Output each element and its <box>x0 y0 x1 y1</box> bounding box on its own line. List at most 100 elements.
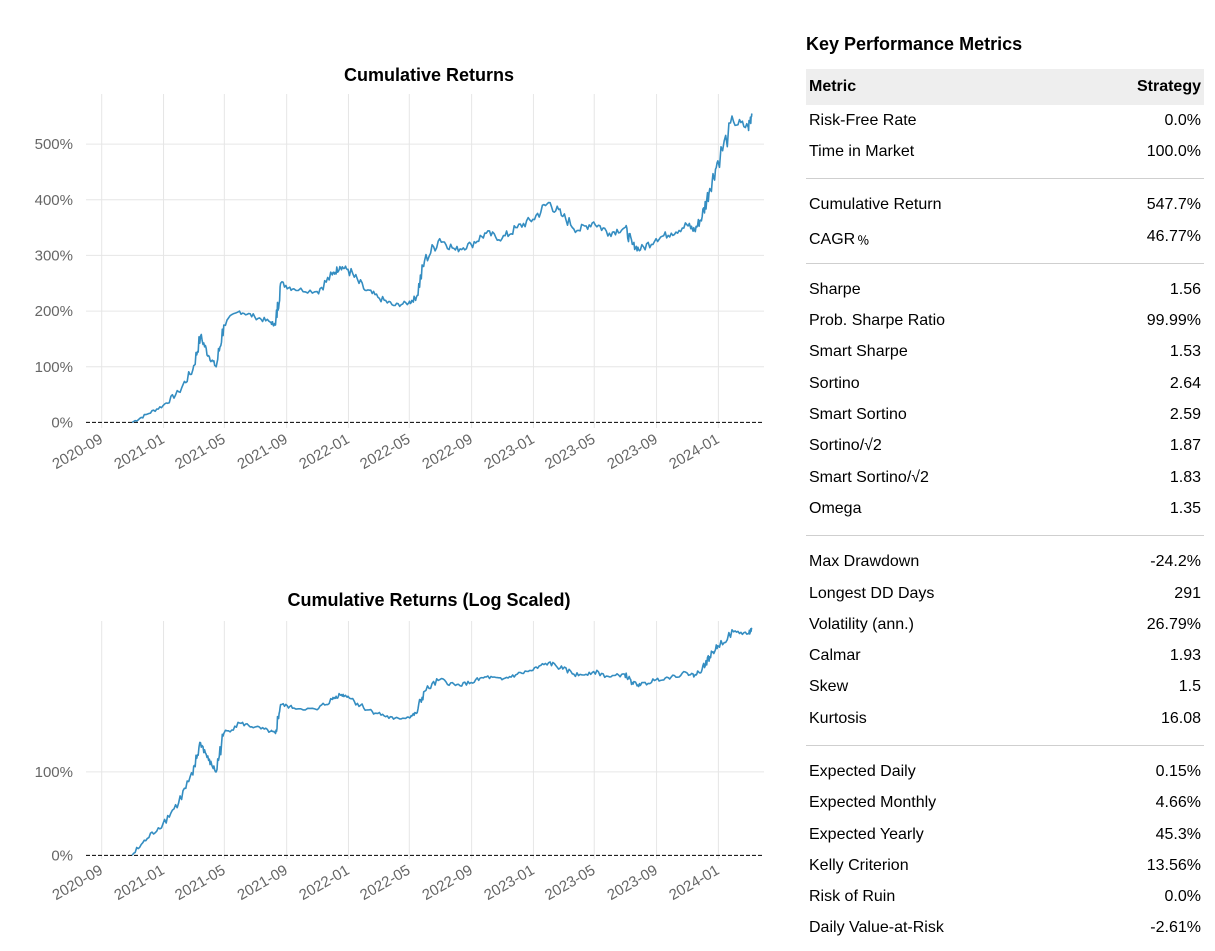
strategy-column-header: Strategy <box>1072 69 1204 105</box>
metric-name: Longest DD Days <box>809 584 935 602</box>
metric-name: Volatility (ann.) <box>809 615 914 633</box>
metric-row: Cumulative Return 547.7% <box>806 190 1204 221</box>
x-tick-label: 2021-01 <box>111 431 167 473</box>
x-tick-label: 2023-09 <box>604 862 660 904</box>
x-tick-label: 2023-05 <box>542 862 598 904</box>
x-tick-label: 2024-01 <box>666 431 722 473</box>
metric-row: Sortino 2.64 <box>806 368 1204 399</box>
metric-row: Kelly Criterion 13.56% <box>806 850 1204 881</box>
x-tick-label: 2022-01 <box>296 862 352 904</box>
metric-row: Kurtosis 16.08 <box>806 703 1204 734</box>
metric-name: Kelly Criterion <box>809 856 909 874</box>
returns-series-line <box>131 113 753 424</box>
metric-row: Expected Daily 0.15% <box>806 756 1204 787</box>
chart-title: Cumulative Returns (Log Scaled) <box>287 590 570 610</box>
chart-title: Cumulative Returns <box>344 65 514 85</box>
metric-value: 2.59 <box>1169 406 1201 424</box>
metric-name: Expected Yearly <box>809 825 924 843</box>
y-tick-label: 0% <box>51 847 73 864</box>
x-tick-label: 2022-01 <box>296 431 352 473</box>
metric-row: Max Drawdown -24.2% <box>806 547 1204 578</box>
metric-row: Smart Sortino 2.59 <box>806 399 1204 430</box>
metric-name: Sharpe <box>809 280 861 298</box>
metric-value: 0.15% <box>1155 762 1201 780</box>
metric-row: Expected Monthly 4.66% <box>806 788 1204 819</box>
metric-row: CAGR﹪ 46.77% <box>806 221 1204 252</box>
metric-name: Daily Value-at-Risk <box>809 919 944 937</box>
metric-name: Smart Sortino <box>809 406 907 424</box>
metric-name: Smart Sharpe <box>809 343 908 361</box>
metric-value: 45.3% <box>1155 825 1201 843</box>
metric-name: Kurtosis <box>809 709 867 727</box>
metric-row: Longest DD Days 291 <box>806 578 1204 609</box>
metric-row: Prob. Sharpe Ratio 99.99% <box>806 305 1204 336</box>
x-tick-label: 2020-09 <box>50 431 106 473</box>
metric-value: 2.64 <box>1169 374 1201 392</box>
y-tick-label: 400% <box>35 192 73 209</box>
metric-row: Risk-Free Rate 0.0% <box>806 105 1204 136</box>
metric-row: Sortino/√2 1.87 <box>806 431 1204 462</box>
x-tick-label: 2020-09 <box>50 862 106 904</box>
metric-row: Calmar 1.93 <box>806 640 1204 671</box>
metric-value: 1.83 <box>1169 468 1201 486</box>
metrics-panel: Key Performance Metrics Metric Strategy … <box>806 34 1204 944</box>
y-tick-label: 100% <box>35 764 73 781</box>
x-tick-label: 2023-05 <box>542 431 598 473</box>
x-tick-label: 2023-01 <box>481 862 537 904</box>
metric-value: 1.93 <box>1169 647 1201 665</box>
metric-value: 4.66% <box>1155 794 1201 812</box>
metric-name: Smart Sortino/√2 <box>809 468 929 486</box>
x-tick-label: 2022-09 <box>419 862 475 904</box>
metric-row: Volatility (ann.) 26.79% <box>806 609 1204 640</box>
metric-value: 1.5 <box>1178 678 1201 696</box>
metric-name: Sortino <box>809 374 860 392</box>
x-tick-label: 2021-09 <box>234 431 290 473</box>
x-tick-label: 2021-05 <box>172 862 228 904</box>
metric-value: 0.0% <box>1164 111 1201 129</box>
metric-name: Risk of Ruin <box>809 888 896 906</box>
metric-row: Skew 1.5 <box>806 672 1204 703</box>
metric-row: Daily Value-at-Risk -2.61% <box>806 913 1204 944</box>
metric-name: Sortino/√2 <box>809 437 882 455</box>
metric-value: 13.56% <box>1146 856 1201 874</box>
metric-value: 1.87 <box>1169 437 1201 455</box>
metric-row: Smart Sharpe 1.53 <box>806 337 1204 368</box>
y-tick-label: 0% <box>51 414 73 431</box>
metric-value: 0.0% <box>1164 888 1201 906</box>
metric-name: Skew <box>809 678 849 696</box>
x-tick-label: 2022-05 <box>357 431 413 473</box>
metric-row: Smart Sortino/√2 1.83 <box>806 462 1204 493</box>
x-tick-label: 2023-01 <box>481 431 537 473</box>
metrics-title: Key Performance Metrics <box>806 34 1023 54</box>
x-tick-label: 2022-09 <box>419 431 475 473</box>
metric-value: 46.77% <box>1146 227 1201 245</box>
cumulative-returns-log-chart: Cumulative Returns (Log Scaled) 2020-09 20… <box>35 590 764 904</box>
metric-name: Risk-Free Rate <box>809 111 917 129</box>
metric-value: 100.0% <box>1146 142 1201 160</box>
x-tick-label: 2021-05 <box>172 431 228 473</box>
metric-row: Time in Market 100.0% <box>806 136 1204 167</box>
x-tick-label: 2023-09 <box>604 431 660 473</box>
metric-name: Expected Daily <box>809 762 916 780</box>
y-tick-label: 100% <box>35 359 73 376</box>
metric-value: 1.56 <box>1169 280 1201 298</box>
metric-name: Time in Market <box>809 142 915 160</box>
metric-row: Risk of Ruin 0.0% <box>806 882 1204 913</box>
y-tick-label: 500% <box>35 136 73 153</box>
metric-value: 291 <box>1174 584 1201 602</box>
metrics-divider <box>806 252 1204 274</box>
metrics-divider <box>806 734 1204 756</box>
metric-name: Prob. Sharpe Ratio <box>809 312 946 330</box>
metric-value: 1.53 <box>1169 343 1201 361</box>
metric-value: 16.08 <box>1160 709 1201 727</box>
metric-value: 26.79% <box>1146 615 1201 633</box>
metric-name: Omega <box>809 499 862 517</box>
x-tick-label: 2021-09 <box>234 862 290 904</box>
y-tick-label: 300% <box>35 247 73 264</box>
metrics-header-row: Metric Strategy <box>806 69 1204 105</box>
metric-name: Cumulative Return <box>809 196 942 214</box>
metric-value: -24.2% <box>1150 553 1201 571</box>
metrics-divider <box>806 525 1204 547</box>
metric-row: Omega 1.35 <box>806 493 1204 524</box>
